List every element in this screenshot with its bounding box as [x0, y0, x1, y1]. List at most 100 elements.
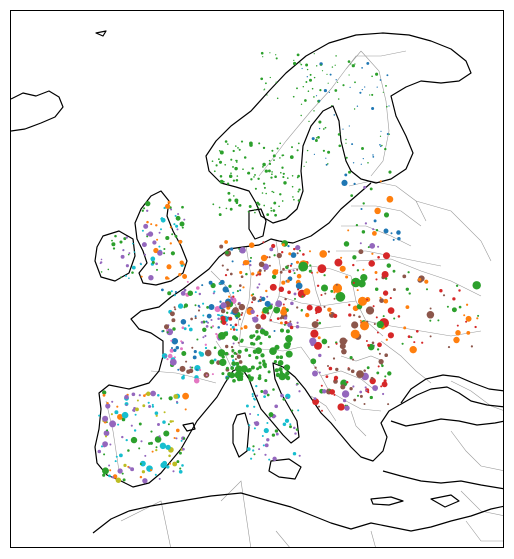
data-point: [282, 397, 286, 401]
data-point: [100, 445, 104, 448]
data-point: [161, 330, 164, 333]
data-point: [142, 404, 146, 408]
data-point: [343, 241, 350, 247]
data-point: [240, 372, 244, 376]
data-point: [133, 429, 137, 432]
data-point: [300, 103, 303, 105]
data-point: [152, 240, 157, 245]
data-point: [384, 147, 387, 151]
data-point: [324, 292, 327, 295]
data-point: [371, 106, 375, 111]
data-point: [228, 284, 232, 288]
data-point: [252, 334, 256, 338]
data-point: [248, 424, 251, 427]
data-point: [119, 240, 123, 244]
data-point: [212, 203, 215, 206]
data-point: [369, 395, 373, 400]
data-point: [156, 268, 158, 271]
data-point: [225, 376, 229, 380]
data-point: [333, 313, 338, 319]
data-point: [413, 341, 416, 344]
data-point: [341, 390, 350, 398]
data-point: [155, 224, 158, 227]
data-point: [370, 376, 374, 380]
data-point: [342, 128, 344, 130]
data-point: [463, 314, 466, 317]
data-point: [305, 161, 307, 163]
data-point: [256, 394, 259, 397]
data-point: [102, 467, 109, 475]
data-point: [312, 398, 320, 406]
data-point: [238, 148, 241, 151]
data-point: [359, 242, 362, 245]
data-point: [340, 256, 343, 259]
data-point: [316, 271, 319, 274]
data-point: [194, 291, 197, 294]
data-point: [259, 328, 266, 335]
data-point: [306, 149, 309, 152]
data-point: [165, 444, 171, 450]
data-point: [175, 400, 179, 403]
data-point: [167, 200, 171, 204]
data-point: [263, 428, 269, 434]
data-point: [298, 188, 301, 191]
data-point: [154, 411, 159, 415]
data-point: [213, 358, 217, 362]
data-point: [317, 336, 321, 340]
data-point: [279, 328, 285, 333]
data-point: [372, 228, 375, 231]
data-point: [242, 168, 244, 171]
data-point: [386, 74, 389, 77]
data-point: [269, 52, 271, 54]
data-point: [251, 296, 257, 301]
data-point: [253, 427, 256, 430]
data-point: [392, 238, 395, 241]
data-point: [232, 335, 237, 340]
data-point: [103, 430, 110, 437]
data-point: [289, 325, 294, 330]
data-point: [345, 142, 347, 144]
data-point: [342, 84, 345, 87]
data-point: [269, 347, 277, 355]
data-point: [333, 378, 336, 381]
data-point: [264, 169, 268, 173]
data-point: [250, 309, 255, 315]
data-point: [273, 360, 277, 364]
data-point: [114, 234, 117, 238]
data-point: [234, 358, 237, 361]
data-point: [111, 242, 116, 247]
data-point: [332, 357, 336, 360]
data-point: [347, 367, 351, 371]
data-point: [373, 322, 376, 326]
data-point: [274, 175, 277, 178]
data-point: [470, 345, 474, 348]
data-point: [300, 309, 303, 312]
data-point: [172, 461, 178, 467]
map-frame: [10, 10, 504, 548]
data-point: [327, 163, 329, 165]
data-point: [447, 346, 451, 349]
data-point: [335, 55, 337, 57]
data-point: [242, 259, 249, 266]
data-point: [163, 252, 166, 255]
data-point: [396, 230, 401, 235]
data-point: [348, 74, 350, 76]
data-point: [304, 99, 307, 102]
data-point: [226, 289, 230, 293]
data-point: [313, 96, 315, 98]
data-point: [254, 187, 257, 190]
data-point: [384, 277, 388, 280]
data-point: [271, 173, 273, 176]
data-point: [249, 263, 252, 267]
data-point: [294, 297, 296, 300]
data-point: [171, 420, 174, 423]
data-point: [159, 442, 167, 450]
data-point: [276, 252, 282, 259]
data-point: [424, 279, 429, 284]
data-point: [169, 311, 175, 317]
data-point: [350, 63, 352, 65]
data-point: [345, 275, 349, 279]
data-point: [372, 305, 375, 308]
data-point: [246, 447, 251, 451]
data-point: [219, 175, 223, 178]
